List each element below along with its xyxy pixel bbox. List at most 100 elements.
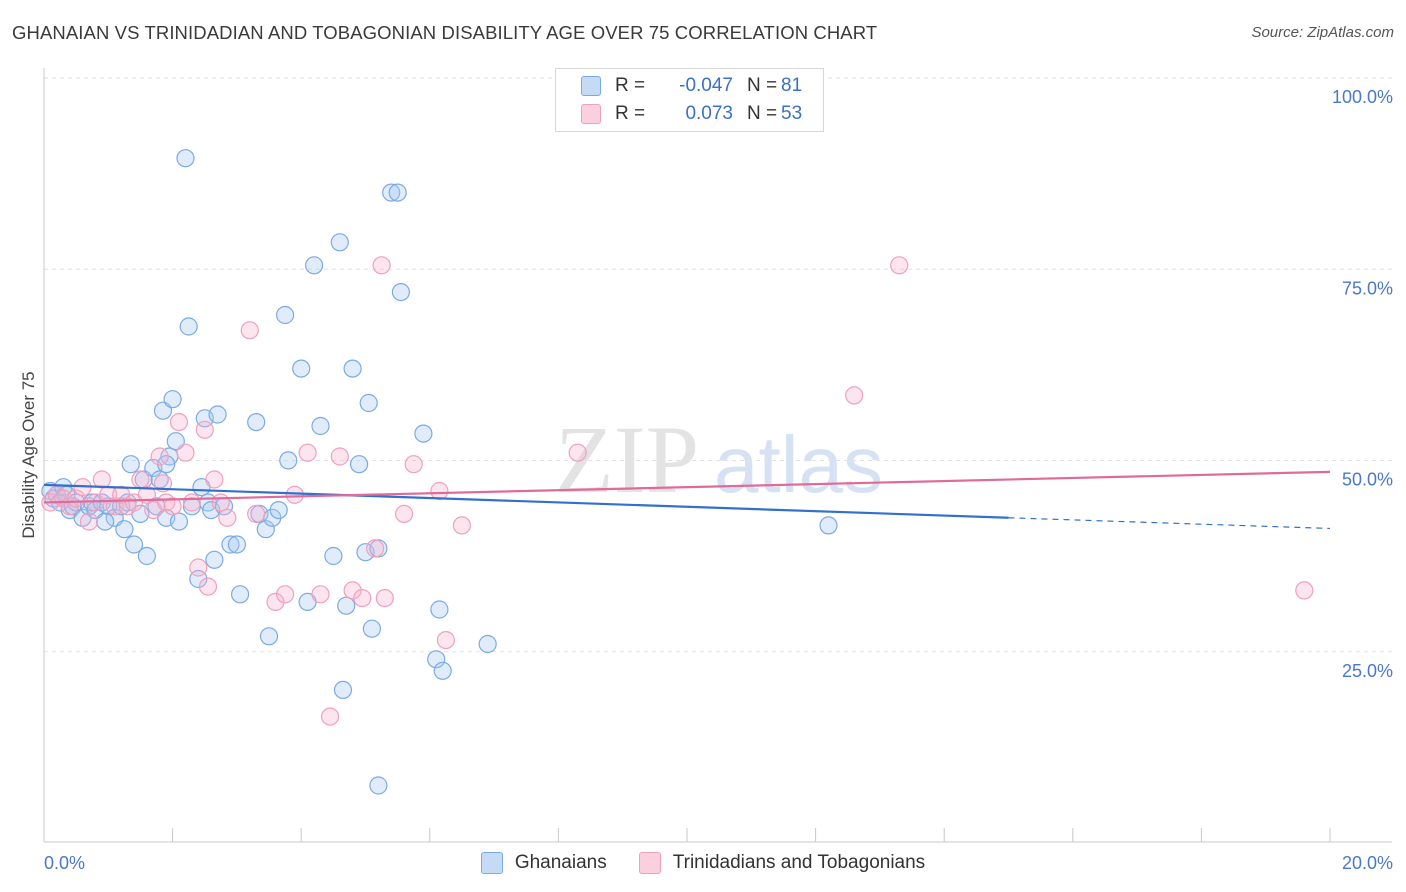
series-legend: Ghanaians Trinidadians and Tobagonians — [0, 852, 1406, 874]
ghanaian-point — [433, 661, 452, 680]
trinidadian-point — [211, 493, 230, 512]
ghanaian-point — [369, 776, 388, 795]
trinidadian-point — [395, 504, 414, 524]
x-tick-label-min: 0.0% — [44, 853, 85, 873]
ghanaian-point — [269, 501, 288, 520]
x-tick-label-max: 20.0% — [1342, 853, 1393, 873]
ghanaian-point — [259, 627, 279, 646]
ghanaian-point — [359, 393, 378, 413]
trinidadian-point — [321, 707, 340, 726]
ghanaian-point — [362, 619, 381, 638]
ghanaian-point — [427, 650, 446, 669]
trinidadian-point — [163, 497, 182, 516]
trinidadian-point — [285, 485, 304, 504]
trinidadian-point — [298, 443, 317, 462]
series-legend-trinidadians: Trinidadians and Tobagonians — [638, 852, 926, 874]
ghanaian-point — [176, 149, 195, 168]
ghanaian-point — [430, 600, 449, 619]
trinidadian-point — [430, 481, 449, 501]
correlation-legend: R = -0.047 N = 81 R = 0.073 N = 53 — [555, 68, 824, 132]
trinidadian-point — [276, 585, 295, 604]
y-tick-label: 75.0% — [1342, 278, 1393, 298]
source-label: Source: ZipAtlas.com — [1251, 24, 1394, 41]
ghanaian-point — [276, 305, 295, 325]
trinidadian-trend-line — [43, 470, 1331, 504]
axes — [43, 68, 1392, 843]
trinidadian-point — [436, 630, 455, 650]
trinidadian-point — [198, 577, 218, 596]
legend-r-value: -0.047 — [679, 75, 733, 96]
trinidadian-point — [404, 455, 423, 474]
ghanaian-point — [414, 424, 433, 443]
trinidadian-point — [150, 447, 169, 466]
trinidadian-point — [105, 497, 124, 516]
ghanaian-point — [137, 546, 156, 566]
trinidadian-point — [195, 420, 214, 439]
watermark-atlas: atlas — [714, 420, 883, 509]
legend-r-label: R = — [615, 75, 646, 96]
trinidadian-point — [452, 516, 471, 535]
trinidadian-point — [182, 493, 201, 512]
ghanaian-point — [227, 535, 246, 554]
trinidadian-point — [266, 592, 285, 612]
ghanaian-point — [350, 455, 369, 474]
ghanaian-point — [292, 359, 311, 378]
ghanaian-point — [343, 359, 362, 378]
ghanaian-point — [169, 512, 189, 531]
trinidadian-point — [131, 470, 150, 489]
trinidadian-point — [79, 512, 99, 531]
ghanaian-point — [279, 451, 298, 470]
grid-lines — [44, 77, 1392, 653]
series-label: Trinidadians and Tobagonians — [672, 852, 926, 873]
trinidadian-point — [366, 539, 385, 558]
series-legend-ghanaians: Ghanaians — [480, 852, 607, 874]
ghanaian-point — [311, 416, 330, 436]
legend-swatch-pink — [581, 104, 601, 124]
series-swatch-pink — [638, 852, 661, 874]
trinidadian-point — [311, 585, 330, 604]
ghanaian-point — [163, 390, 182, 409]
x-tick-labels: 0.0% 20.0% — [44, 853, 1393, 873]
ghanaian-point — [382, 183, 401, 202]
y-tick-label: 25.0% — [1342, 661, 1393, 681]
legend-n-label: N = — [747, 103, 778, 124]
legend-n-value: 53 — [781, 103, 803, 124]
y-tick-label: 50.0% — [1342, 470, 1393, 490]
ghanaian-point — [205, 550, 224, 569]
trinidadian-point — [1295, 581, 1314, 600]
trinidadian-point — [375, 588, 394, 608]
legend-row-ghanaians: R = -0.047 N = 81 — [581, 73, 802, 99]
trinidadian-point — [218, 508, 237, 527]
trinidadian-point — [372, 256, 391, 275]
trinidadian-point — [176, 443, 195, 462]
ghanaian-point — [388, 183, 407, 202]
ghanaian-point — [179, 317, 198, 336]
ghanaian-point — [333, 680, 353, 700]
watermark-zip: ZIP — [555, 406, 699, 513]
trinidadian-point — [247, 504, 266, 524]
ghanaian-point — [208, 405, 227, 424]
trinidadian-point — [343, 581, 362, 600]
trinidadian-point — [845, 386, 864, 405]
trinidadian-point — [330, 447, 349, 466]
y-axis-label: Disability Age Over 75 — [19, 371, 38, 538]
trinidadian-point — [169, 413, 189, 432]
ghanaian-point — [115, 520, 134, 539]
trinidadian-point — [92, 470, 112, 489]
series-label: Ghanaians — [514, 852, 607, 873]
watermark: ZIP atlas — [555, 406, 883, 513]
legend-n-label: N = — [747, 75, 778, 96]
ghanaian-point — [305, 256, 324, 275]
ghanaian-point — [391, 283, 410, 302]
y-tick-label: 100.0% — [1332, 87, 1393, 107]
legend-swatch-blue — [581, 76, 601, 96]
trinidadian-point — [240, 321, 259, 340]
ghanaian-point — [95, 512, 115, 531]
chart-title: GHANAIAN VS TRINIDADIAN AND TOBAGONIAN D… — [12, 22, 878, 43]
ghanaian-point — [231, 585, 250, 604]
trinidadian-point — [353, 588, 372, 608]
trinidadian-point — [890, 256, 909, 275]
trinidadian-point — [189, 558, 208, 577]
ghanaian-point — [324, 546, 343, 566]
